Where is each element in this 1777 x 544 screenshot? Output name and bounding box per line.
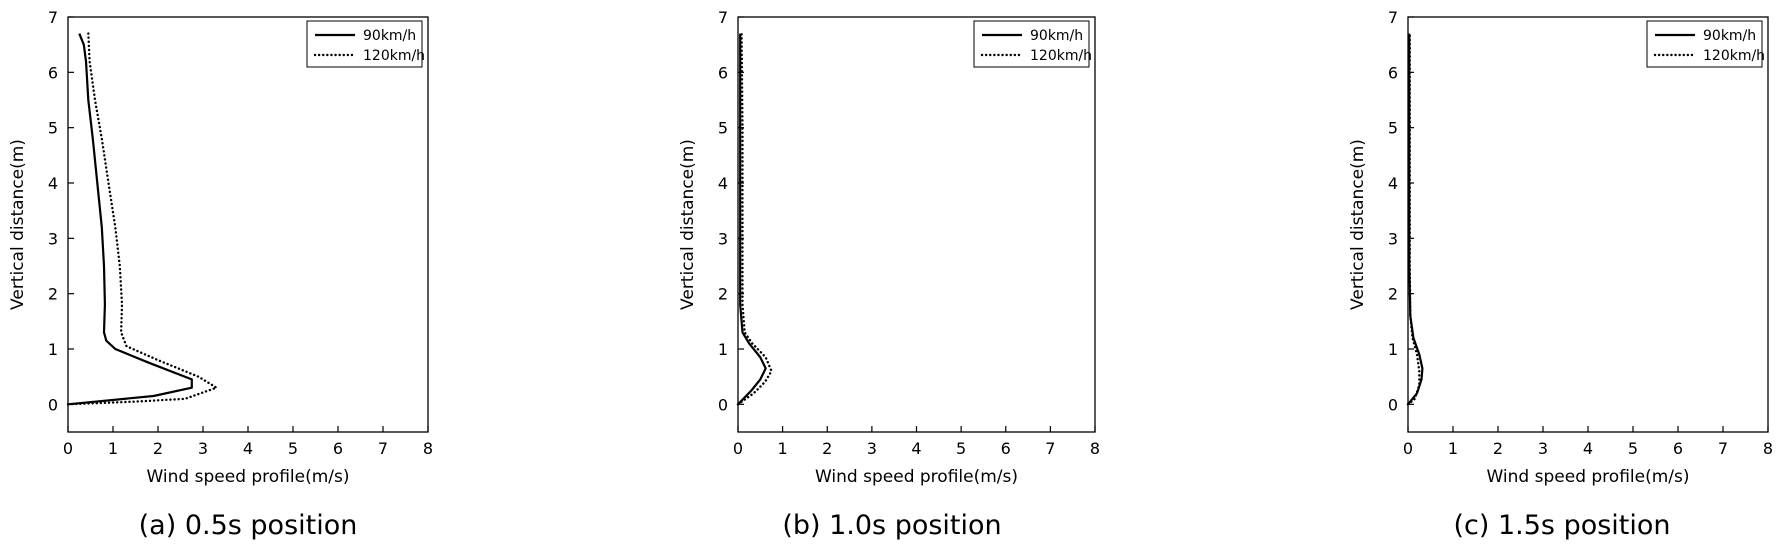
x-tick-label: 8 — [1090, 439, 1100, 458]
x-axis-title: Wind speed profile(m/s) — [1487, 467, 1690, 487]
x-tick-label: 8 — [423, 439, 433, 458]
x-tick-label: 2 — [153, 439, 163, 458]
x-tick-label: 1 — [778, 439, 788, 458]
y-tick-label: 1 — [48, 340, 58, 359]
x-tick-label: 0 — [1403, 439, 1413, 458]
series-line-90km/h — [737, 33, 767, 406]
panel-caption: (c) 1.5s position — [1453, 510, 1670, 541]
chart-panel-1: 0 1 2 3 4 5 6 7 8 0 1 2 3 4 5 6 7 Wind speed profile(m/s)… — [8, 8, 433, 541]
x-tick-label: 6 — [333, 439, 343, 458]
legend-label: 90km/h — [1030, 28, 1083, 44]
x-tick-label: 5 — [956, 439, 966, 458]
chart-panel-2: 0 1 2 3 4 5 6 7 8 0 1 2 3 4 5 6 7 Wind speed profile(m/s)… — [678, 8, 1100, 541]
x-tick-label: 3 — [198, 439, 208, 458]
x-tick-label: 3 — [1538, 439, 1548, 458]
x-tick-label: 5 — [288, 439, 298, 458]
x-tick-label: 6 — [1001, 439, 1011, 458]
y-tick-label: 7 — [718, 8, 728, 27]
legend-label: 120km/h — [1030, 48, 1092, 64]
y-tick-label: 0 — [718, 395, 728, 414]
x-tick-label: 7 — [1045, 439, 1055, 458]
series-line-120km/h — [1406, 32, 1421, 406]
y-tick-label: 0 — [48, 395, 58, 414]
y-tick-label: 7 — [1388, 8, 1398, 27]
y-tick-label: 7 — [48, 8, 58, 27]
x-axis-title: Wind speed profile(m/s) — [815, 467, 1018, 487]
x-tick-label: 1 — [108, 439, 118, 458]
y-axis-title: Vertical distance(m) — [8, 139, 28, 310]
y-tick-label: 2 — [718, 285, 728, 304]
y-tick-label: 6 — [1388, 63, 1398, 82]
legend-label: 120km/h — [1703, 48, 1765, 64]
y-axis-title: Vertical distance(m) — [678, 139, 698, 310]
y-tick-label: 3 — [718, 229, 728, 248]
y-tick-label: 5 — [718, 119, 728, 138]
x-tick-label: 2 — [1493, 439, 1503, 458]
panel-caption: (b) 1.0s position — [782, 510, 1001, 541]
x-tick-label: 1 — [1448, 439, 1458, 458]
y-tick-label: 4 — [48, 174, 58, 193]
x-tick-label: 7 — [378, 439, 388, 458]
plot-frame — [1407, 16, 1769, 433]
y-tick-label: 4 — [1388, 174, 1398, 193]
x-tick-label: 4 — [243, 439, 253, 458]
x-tick-label: 0 — [63, 439, 73, 458]
y-tick-label: 6 — [718, 63, 728, 82]
x-tick-label: 4 — [911, 439, 921, 458]
y-tick-label: 3 — [1388, 229, 1398, 248]
x-tick-label: 5 — [1628, 439, 1638, 458]
y-tick-label: 1 — [718, 340, 728, 359]
series-line-120km/h — [66, 32, 218, 406]
y-tick-label: 0 — [1388, 395, 1398, 414]
x-tick-label: 7 — [1718, 439, 1728, 458]
legend-label: 120km/h — [363, 48, 425, 64]
chart-panel-3: 0 1 2 3 4 5 6 7 8 0 1 2 3 4 5 6 7 Wind speed profile(m/s)… — [1348, 8, 1773, 541]
y-tick-label: 2 — [48, 285, 58, 304]
y-tick-label: 4 — [718, 174, 728, 193]
legend: 90km/h 120km/h — [973, 20, 1092, 68]
panel-caption: (a) 0.5s position — [139, 510, 358, 541]
legend-box — [973, 20, 1090, 68]
legend-box — [306, 20, 423, 68]
y-tick-label: 5 — [1388, 119, 1398, 138]
x-tick-label: 2 — [822, 439, 832, 458]
legend: 90km/h 120km/h — [1646, 20, 1765, 68]
y-tick-label: 1 — [1388, 340, 1398, 359]
y-tick-label: 3 — [48, 229, 58, 248]
series-line-90km/h — [67, 33, 193, 406]
legend: 90km/h 120km/h — [306, 20, 425, 68]
legend-box — [1646, 20, 1763, 68]
x-tick-label: 8 — [1763, 439, 1773, 458]
y-tick-label: 6 — [48, 63, 58, 82]
legend-label: 90km/h — [1703, 28, 1756, 44]
legend-label: 90km/h — [363, 28, 416, 44]
x-tick-label: 3 — [867, 439, 877, 458]
x-tick-label: 6 — [1673, 439, 1683, 458]
y-tick-label: 5 — [48, 119, 58, 138]
y-axis-title: Vertical distance(m) — [1348, 139, 1368, 310]
x-tick-label: 0 — [733, 439, 743, 458]
series-line-120km/h — [736, 32, 773, 406]
plot-frame — [67, 16, 429, 433]
x-tick-label: 4 — [1583, 439, 1593, 458]
x-axis-title: Wind speed profile(m/s) — [147, 467, 350, 487]
plot-frame — [737, 16, 1096, 433]
y-tick-label: 2 — [1388, 285, 1398, 304]
